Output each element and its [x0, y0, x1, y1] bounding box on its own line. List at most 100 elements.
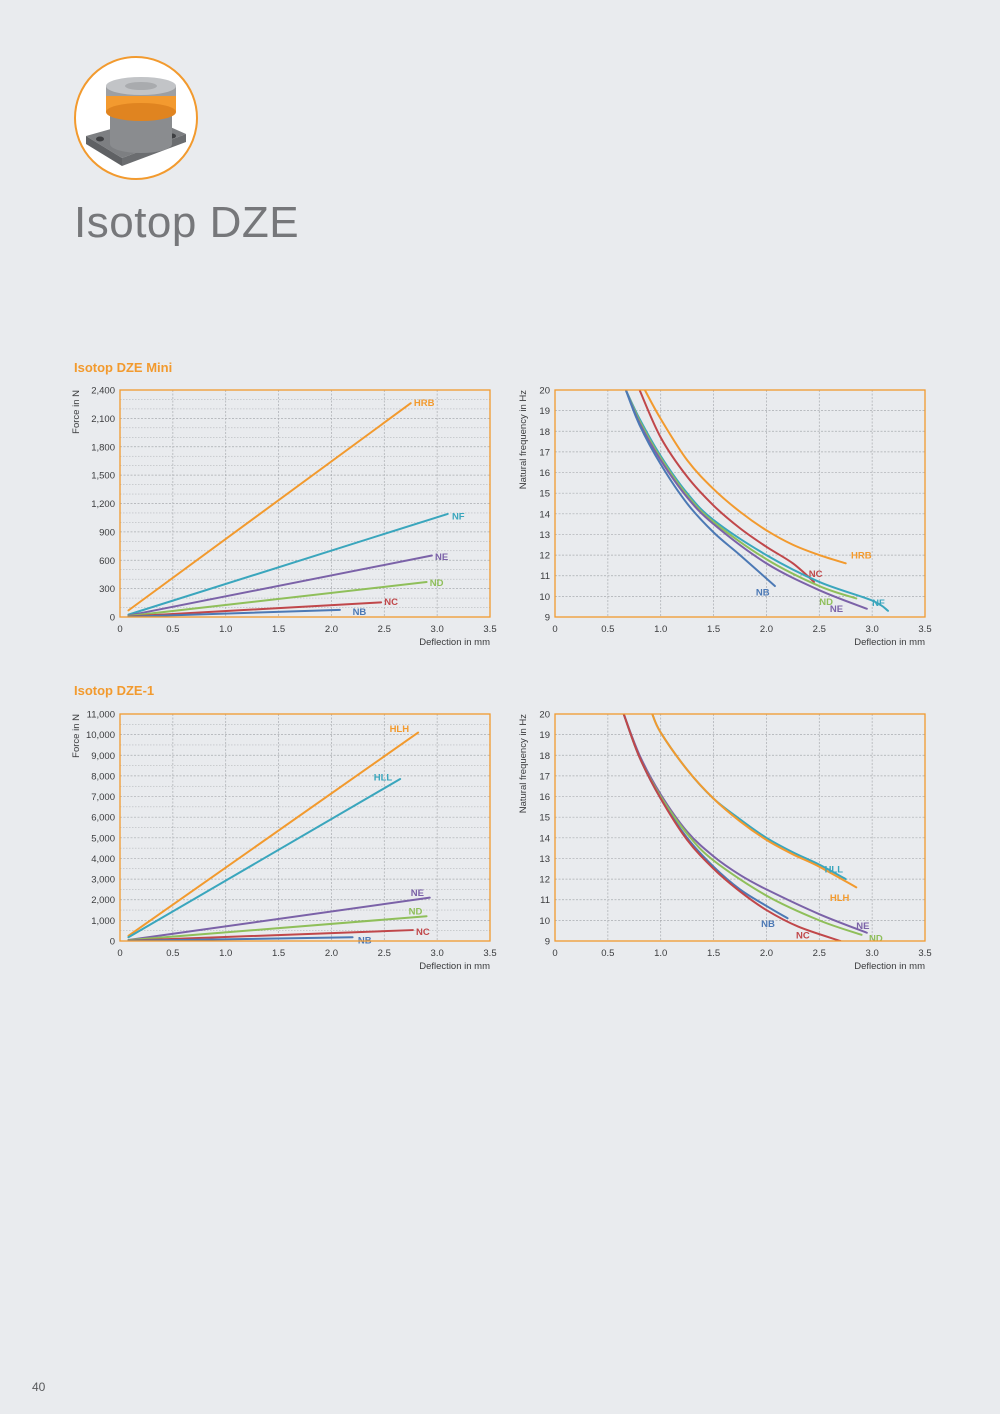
x-tick-label: 0 — [117, 948, 122, 959]
y-tick-label: 3,000 — [91, 875, 115, 886]
y-tick-label: 4,000 — [91, 854, 115, 865]
y-tick-label: 11 — [540, 895, 550, 906]
series-line-nc — [127, 929, 414, 941]
x-tick-label: 1.5 — [707, 624, 720, 635]
plot-frame — [119, 713, 491, 942]
series-line-hlh — [127, 731, 420, 937]
section-title-dze-1: Isotop DZE-1 — [74, 683, 155, 698]
series-line-nc — [127, 601, 383, 617]
y-tick-label: 14 — [539, 509, 550, 520]
series-group — [624, 390, 889, 612]
series-label-ne: NE — [830, 604, 843, 615]
y-tick-label: 20 — [539, 386, 550, 397]
y-tick-label: 9 — [545, 613, 550, 624]
y-tick-label: 13 — [539, 530, 550, 541]
x-tick-label: 3.5 — [483, 948, 496, 959]
section-title-dze-mini: Isotop DZE Mini — [74, 360, 173, 375]
x-axis-label: Deflection in mm — [854, 961, 925, 972]
series-line-nf — [624, 390, 889, 612]
y-tick-label: 13 — [539, 854, 550, 865]
series-label-ne: NE — [856, 921, 869, 932]
y-tick-label: 2,100 — [91, 414, 115, 425]
x-axis-label: Deflection in mm — [419, 637, 490, 648]
y-tick-label: 18 — [539, 751, 550, 762]
y-tick-label: 9 — [545, 937, 550, 948]
chart-dze1-frequency: 9 10 11 12 13 14 15 16 17 18 19 20 0 0.5 1.0 1.5 2.0 2.5 3… — [518, 710, 932, 973]
series-label-nb: NB — [353, 607, 367, 618]
plot-area — [555, 390, 925, 617]
plot-area — [555, 714, 925, 941]
series-line-nb — [127, 936, 354, 941]
isolator-illustration — [86, 77, 186, 166]
plot-frame — [119, 389, 491, 618]
series-line-hll — [127, 778, 402, 939]
series-line-hlh — [651, 714, 858, 889]
y-tick-label: 16 — [539, 792, 550, 803]
y-tick-label: 2,400 — [91, 386, 115, 397]
x-tick-label: 1.5 — [707, 948, 720, 959]
y-axis-label: Force in N — [71, 714, 82, 758]
series-label-hlh: HLH — [830, 893, 850, 904]
series-line-nb — [624, 390, 776, 588]
y-tick-label: 10,000 — [86, 730, 115, 741]
series-line-nf — [127, 512, 449, 616]
x-tick-label: 2.0 — [325, 624, 338, 635]
x-tick-label: 1.5 — [272, 624, 285, 635]
x-tick-label: 2.0 — [760, 624, 773, 635]
series-label-nd: ND — [869, 933, 883, 944]
y-tick-label: 17 — [539, 771, 550, 782]
x-tick-label: 0.5 — [166, 948, 179, 959]
x-axis-label: Deflection in mm — [419, 961, 490, 972]
x-tick-label: 1.5 — [272, 948, 285, 959]
y-tick-label: 900 — [99, 527, 115, 538]
y-tick-label: 1,500 — [91, 471, 115, 482]
series-line-nc — [638, 390, 815, 583]
series-label-nd: ND — [409, 907, 423, 918]
product-image — [74, 56, 198, 180]
x-tick-label: 2.5 — [378, 948, 391, 959]
series-label-hll: HLL — [374, 772, 393, 783]
plot-frame — [554, 713, 926, 942]
y-tick-label: 1,000 — [91, 916, 115, 927]
x-tick-label: 0 — [552, 948, 557, 959]
x-tick-label: 3.0 — [866, 948, 879, 959]
x-tick-label: 0.5 — [601, 948, 614, 959]
series-label-nf: NF — [452, 511, 465, 522]
x-tick-label: 3.5 — [918, 624, 931, 635]
series-label-nf: NF — [872, 598, 885, 609]
series-line-ne — [127, 554, 433, 617]
series-group — [622, 714, 868, 941]
y-tick-label: 5,000 — [91, 833, 115, 844]
series-label-hll: HLL — [825, 864, 844, 875]
x-tick-label: 1.0 — [219, 948, 232, 959]
y-tick-label: 1,200 — [91, 499, 115, 510]
x-tick-label: 1.0 — [654, 948, 667, 959]
x-tick-label: 2.0 — [760, 948, 773, 959]
series-line-hrb — [127, 402, 412, 612]
series-label-hrb: HRB — [414, 398, 435, 409]
y-tick-label: 17 — [539, 447, 550, 458]
series-line-hrb — [643, 390, 847, 565]
plot-frame — [554, 389, 926, 618]
series-line-nd — [127, 581, 428, 617]
series-label-nc: NC — [809, 569, 823, 580]
series-group — [127, 402, 449, 617]
y-tick-label: 1,800 — [91, 442, 115, 453]
y-tick-label: 0 — [110, 613, 115, 624]
x-tick-label: 2.5 — [378, 624, 391, 635]
y-tick-label: 10 — [539, 592, 550, 603]
y-tick-label: 19 — [539, 730, 550, 741]
y-tick-label: 15 — [539, 489, 550, 500]
series-label-ne: NE — [435, 552, 448, 563]
x-tick-label: 3.0 — [431, 624, 444, 635]
series-label-nd: ND — [819, 597, 833, 608]
series-line-nd — [127, 915, 428, 941]
y-axis-label: Force in N — [71, 390, 82, 434]
y-tick-label: 300 — [99, 584, 115, 595]
y-tick-label: 6,000 — [91, 813, 115, 824]
y-axis-label: Natural frequency in Hz — [518, 714, 529, 814]
chart-mini-frequency: 9 10 11 12 13 14 15 16 17 18 19 20 0 0.5 1.0 1.5 2.0 2.5 3… — [518, 386, 932, 649]
y-tick-label: 10 — [539, 916, 550, 927]
series-line-nc — [622, 714, 842, 941]
y-tick-label: 20 — [539, 710, 550, 721]
